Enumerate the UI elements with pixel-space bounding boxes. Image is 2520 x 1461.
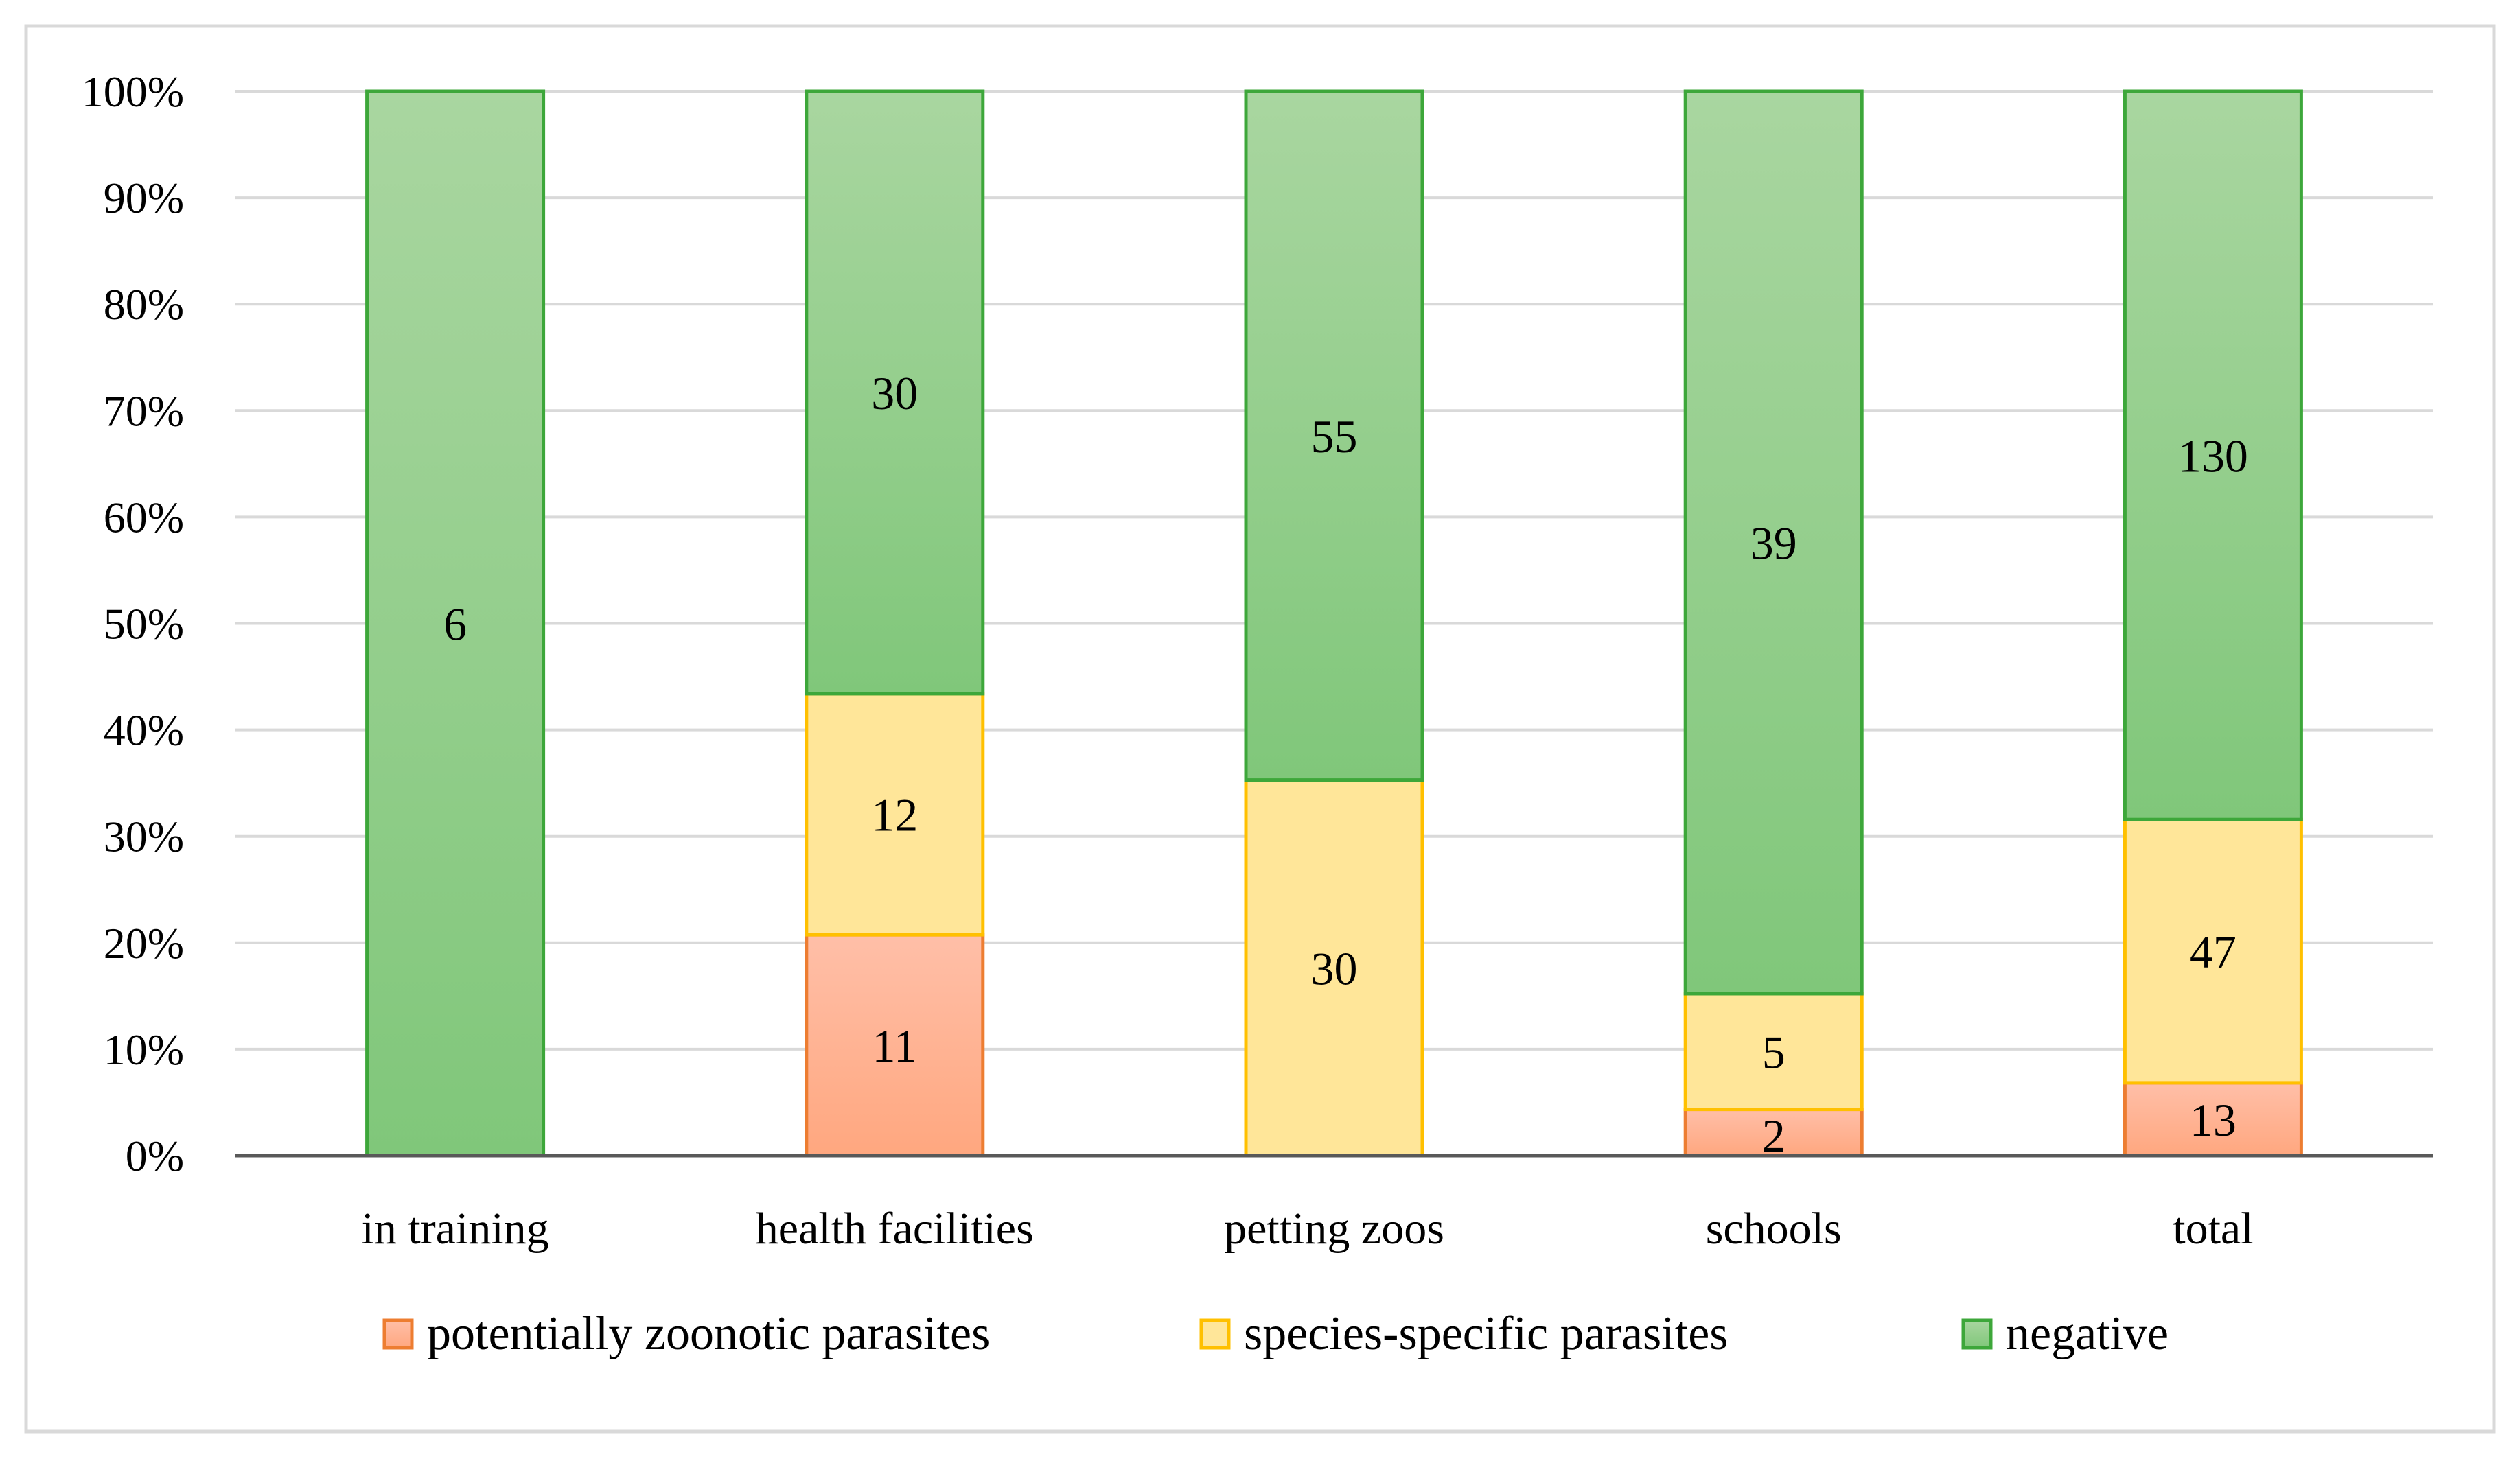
- bar-in-training-negative: [365, 89, 546, 1158]
- y-tick-label: 50%: [104, 600, 184, 648]
- x-tick-label-petting-zoos: petting zoos: [1224, 1204, 1444, 1254]
- legend-label-potentially-zoonotic-parasites: potentially zoonotic parasites: [427, 1307, 990, 1360]
- bar-schools-negative: [1683, 89, 1864, 996]
- x-tick-label-total: total: [2173, 1204, 2253, 1254]
- y-tick-label: 80%: [104, 280, 184, 329]
- y-axis-ticks: 0% 10% 20% 30% 40% 50% 60% 70% 80% 90% 100%: [82, 67, 184, 1180]
- data-label-in-training-negative: 6: [443, 598, 467, 651]
- y-tick-label: 90%: [104, 174, 184, 222]
- legend-item-species-specific-parasites: species-specific parasites: [1199, 1307, 1729, 1360]
- y-tick-label: 20%: [104, 919, 184, 968]
- y-tick-label: 70%: [104, 386, 184, 435]
- bar-total-species-specific-parasites: [2123, 817, 2303, 1085]
- legend-swatch-species-specific-parasites: [1199, 1318, 1231, 1350]
- bars: [365, 89, 2303, 1158]
- bar-health-facilities-potentially-zoonotic-parasites: [805, 933, 985, 1158]
- data-label-schools-potentially-zoonotic-parasites: 2: [1762, 1110, 1785, 1162]
- legend-label-species-specific-parasites: species-specific parasites: [1244, 1307, 1729, 1360]
- legend: potentially zoonotic parasites species-sp…: [382, 1307, 2169, 1360]
- y-tick-label: 0%: [126, 1132, 184, 1180]
- bar-total-negative: [2123, 89, 2303, 821]
- data-label-schools-negative: 39: [1750, 517, 1797, 569]
- x-axis-categories: in training health facilities petting zoos…: [362, 1204, 2254, 1254]
- data-label-health-facilities-negative: 30: [871, 367, 918, 419]
- x-tick-label-health-facilities: health facilities: [756, 1204, 1034, 1254]
- bar-petting-zoos-species-specific-parasites: [1244, 778, 1424, 1158]
- y-tick-label: 30%: [104, 813, 184, 861]
- data-label-schools-species-specific-parasites: 5: [1762, 1026, 1785, 1078]
- y-tick-label: 100%: [82, 67, 184, 116]
- legend-swatch-potentially-zoonotic-parasites: [382, 1318, 414, 1350]
- y-tick-label: 10%: [104, 1025, 184, 1074]
- data-label-petting-zoos-species-specific-parasites: 30: [1311, 942, 1358, 994]
- legend-item-negative: negative: [1961, 1307, 2169, 1360]
- data-label-total-negative: 130: [2178, 430, 2248, 482]
- data-label-health-facilities-potentially-zoonotic-parasites: 11: [872, 1020, 917, 1072]
- legend-swatch-negative: [1961, 1318, 1993, 1350]
- data-label-petting-zoos-negative: 55: [1311, 410, 1358, 463]
- bar-petting-zoos-negative: [1244, 89, 1424, 782]
- bar-health-facilities-species-specific-parasites: [805, 692, 985, 937]
- legend-label-negative: negative: [2006, 1307, 2169, 1360]
- y-tick-label: 60%: [104, 493, 184, 541]
- data-labels: 6 11 12 30 30 55 2 5 39 13 47 130: [443, 367, 2248, 1162]
- data-label-total-potentially-zoonotic-parasites: 13: [2190, 1094, 2236, 1146]
- y-tick-label: 40%: [104, 706, 184, 755]
- x-tick-label-in-training: in training: [362, 1204, 549, 1254]
- data-label-total-species-specific-parasites: 47: [2190, 926, 2236, 978]
- x-tick-label-schools: schools: [1706, 1204, 1842, 1254]
- bar-schools-species-specific-parasites: [1683, 992, 1864, 1112]
- legend-item-potentially-zoonotic-parasites: potentially zoonotic parasites: [382, 1307, 990, 1360]
- bar-health-facilities-negative: [805, 89, 985, 696]
- data-label-health-facilities-species-specific-parasites: 12: [871, 789, 918, 841]
